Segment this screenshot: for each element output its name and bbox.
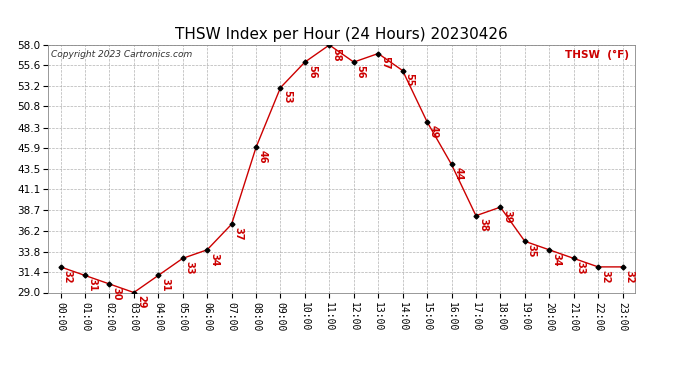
Text: 46: 46	[258, 150, 268, 164]
Text: 32: 32	[63, 270, 72, 283]
Text: 34: 34	[209, 253, 219, 266]
Text: 38: 38	[478, 219, 488, 232]
Text: 56: 56	[307, 65, 317, 78]
Text: 35: 35	[526, 244, 537, 258]
Text: 55: 55	[404, 74, 415, 87]
Text: 33: 33	[185, 261, 195, 274]
Text: 31: 31	[160, 278, 170, 292]
Text: 58: 58	[331, 48, 342, 62]
Text: 32: 32	[600, 270, 610, 283]
Title: THSW Index per Hour (24 Hours) 20230426: THSW Index per Hour (24 Hours) 20230426	[175, 27, 508, 42]
Text: 37: 37	[233, 227, 244, 240]
Text: 34: 34	[551, 253, 561, 266]
Text: THSW  (°F): THSW (°F)	[565, 50, 629, 60]
Text: 53: 53	[282, 90, 293, 104]
Text: 49: 49	[429, 124, 439, 138]
Text: 39: 39	[502, 210, 513, 224]
Text: 56: 56	[356, 65, 366, 78]
Text: 32: 32	[624, 270, 635, 283]
Text: Copyright 2023 Cartronics.com: Copyright 2023 Cartronics.com	[51, 50, 193, 59]
Text: 29: 29	[136, 295, 146, 309]
Text: 33: 33	[575, 261, 586, 274]
Text: 44: 44	[453, 167, 464, 181]
Text: 30: 30	[111, 287, 121, 300]
Text: 31: 31	[87, 278, 97, 292]
Text: 57: 57	[380, 56, 390, 70]
